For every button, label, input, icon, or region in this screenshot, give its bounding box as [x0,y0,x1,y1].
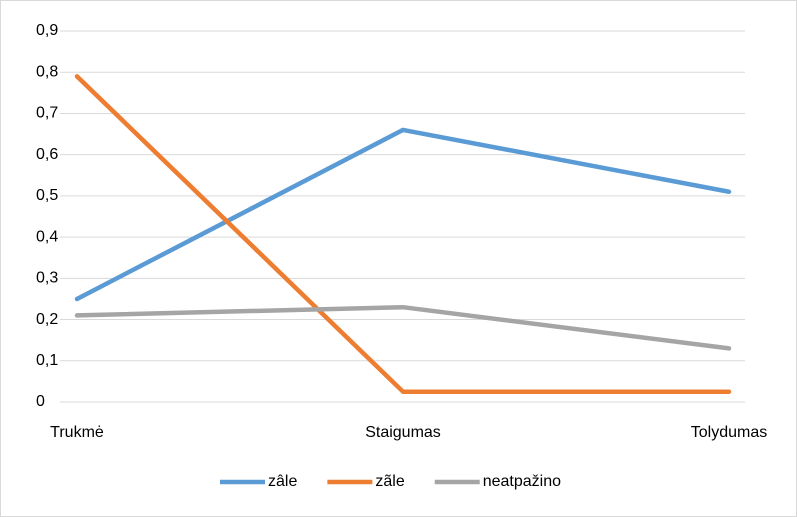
series-line [74,74,732,394]
y-tick-label: 0,6 [36,146,58,163]
series-line [74,127,732,302]
y-tick-label: 0,3 [36,270,58,287]
y-tick-label: 0 [36,393,45,410]
y-tick-label: 0,2 [36,311,58,328]
x-tick-label: Trukmė [50,424,104,441]
legend-label: zâle [268,473,297,490]
x-tick-label: Tolydumas [691,424,767,441]
y-tick-label: 0,4 [36,228,58,245]
y-tick-label: 0,1 [36,352,58,369]
y-tick-label: 0,8 [36,63,58,80]
y-tick-label: 0,9 [36,22,58,39]
legend-label: zãle [375,473,404,490]
y-tick-label: 0,7 [36,105,58,122]
series-line [74,304,732,351]
legend-label: neatpažino [483,473,561,490]
x-tick-label: Staigumas [365,424,441,441]
y-tick-label: 0,5 [36,187,58,204]
